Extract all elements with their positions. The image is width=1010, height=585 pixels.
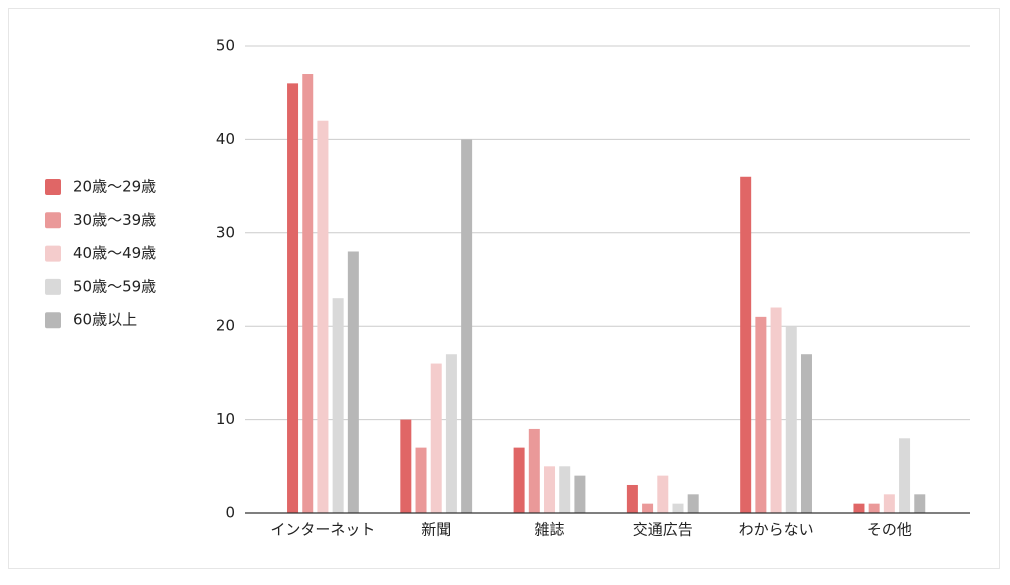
bar	[445, 354, 457, 513]
bar	[574, 475, 586, 513]
bar	[657, 475, 669, 513]
legend-label: 50歳〜59歳	[73, 277, 156, 295]
bar	[461, 139, 473, 513]
bar	[430, 363, 442, 513]
bar	[740, 176, 752, 513]
x-tick-label: 交通広告	[633, 521, 693, 539]
x-tick-label: インターネット	[270, 521, 375, 539]
bar	[415, 447, 427, 513]
legend-swatch	[45, 212, 61, 229]
bar	[770, 307, 782, 513]
bar	[642, 503, 654, 513]
bar	[883, 494, 895, 513]
y-tick-label: 20	[216, 317, 235, 335]
bar	[755, 316, 767, 513]
bar	[785, 326, 797, 513]
legend-swatch	[45, 179, 61, 195]
bar	[347, 251, 359, 514]
legend-swatch	[45, 278, 61, 295]
bar	[914, 494, 926, 513]
bar	[287, 83, 299, 514]
legend-label: 20歳〜29歳	[73, 178, 156, 196]
y-tick-label: 50	[216, 37, 235, 55]
x-tick-label: その他	[867, 521, 912, 539]
bar	[559, 466, 571, 513]
legend-label: 40歳〜49歳	[73, 244, 156, 262]
bar	[868, 503, 880, 513]
chart-frame	[8, 8, 1000, 569]
legend-label: 30歳〜39歳	[73, 211, 156, 229]
bar	[332, 298, 344, 513]
x-tick-label: 新聞	[421, 521, 451, 539]
y-tick-label: 30	[216, 223, 235, 241]
bar	[672, 503, 684, 513]
bar	[528, 428, 540, 513]
bar	[687, 494, 699, 513]
bar	[302, 74, 314, 514]
bar	[626, 484, 638, 513]
legend-label: 60歳以上	[73, 311, 137, 329]
y-tick-label: 0	[225, 504, 235, 522]
bar	[853, 503, 865, 513]
y-tick-label: 40	[216, 130, 235, 148]
bar	[317, 120, 329, 513]
bar	[899, 438, 911, 513]
legend-swatch	[45, 245, 61, 262]
bar	[513, 447, 525, 513]
x-tick-label: 雑誌	[535, 521, 565, 539]
y-tick-label: 10	[216, 410, 235, 428]
bar	[400, 419, 412, 513]
bar	[800, 354, 812, 513]
bar	[544, 466, 556, 513]
legend-swatch	[45, 312, 61, 329]
x-tick-label: わからない	[739, 521, 814, 539]
